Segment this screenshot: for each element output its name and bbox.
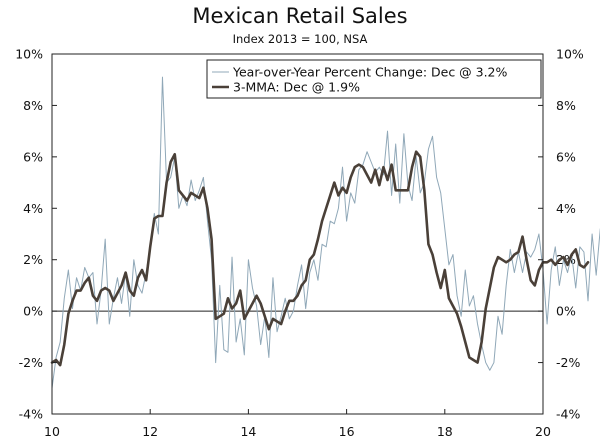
yoy-percent-change-line [51,76,600,389]
legend-box [206,59,542,99]
right-axis-labels: -4%-2%0%2%4%6%8%10% [556,47,584,422]
left-axis-labels: -4% -2% 0% 2% 4% 6% 8% 10% [15,47,43,422]
frame-group [51,53,544,415]
y-tick-label-right: 8% [556,98,576,113]
legend-label: 3-MMA: Dec @ 1.9% [233,80,360,95]
y-tick-label-left: -2% [19,355,43,370]
y-tick-label-left: 10% [15,47,43,62]
y-tick-label-right: 6% [556,149,576,164]
y-tick-label-right: -2% [556,355,580,370]
y-tick-label-right: -4% [556,407,580,422]
x-axis-labels: 10 12 14 16 18 20 [44,424,551,439]
series-group [50,76,600,389]
x-tick-label: 16 [339,424,355,439]
x-tick-label: 12 [142,424,158,439]
three-mma-line [50,150,590,367]
y-tick-label-left: 8% [23,98,43,113]
x-tick-label: 14 [240,424,256,439]
chart-subtitle: Index 2013 = 100, NSA [232,32,368,46]
y-tick-label-left: 6% [23,149,43,164]
legend-label: Year-over-Year Percent Change: Dec @ 3.2… [232,65,508,80]
x-tick-label: 10 [44,424,60,439]
plot-frame [51,53,544,415]
x-tick-label: 18 [437,424,453,439]
chart-title: Mexican Retail Sales [192,4,408,28]
y-tick-label-right: 0% [556,304,576,319]
y-tick-label-left: 0% [23,304,43,319]
x-tick-label: 20 [535,424,551,439]
y-tick-label-left: 2% [23,252,43,267]
y-tick-label-left: 4% [23,201,43,216]
y-tick-label-right: 10% [556,47,584,62]
y-tick-label-right: 4% [556,201,576,216]
y-tick-label-left: -4% [19,407,43,422]
legend: Year-over-Year Percent Change: Dec @ 3.2… [206,59,542,99]
